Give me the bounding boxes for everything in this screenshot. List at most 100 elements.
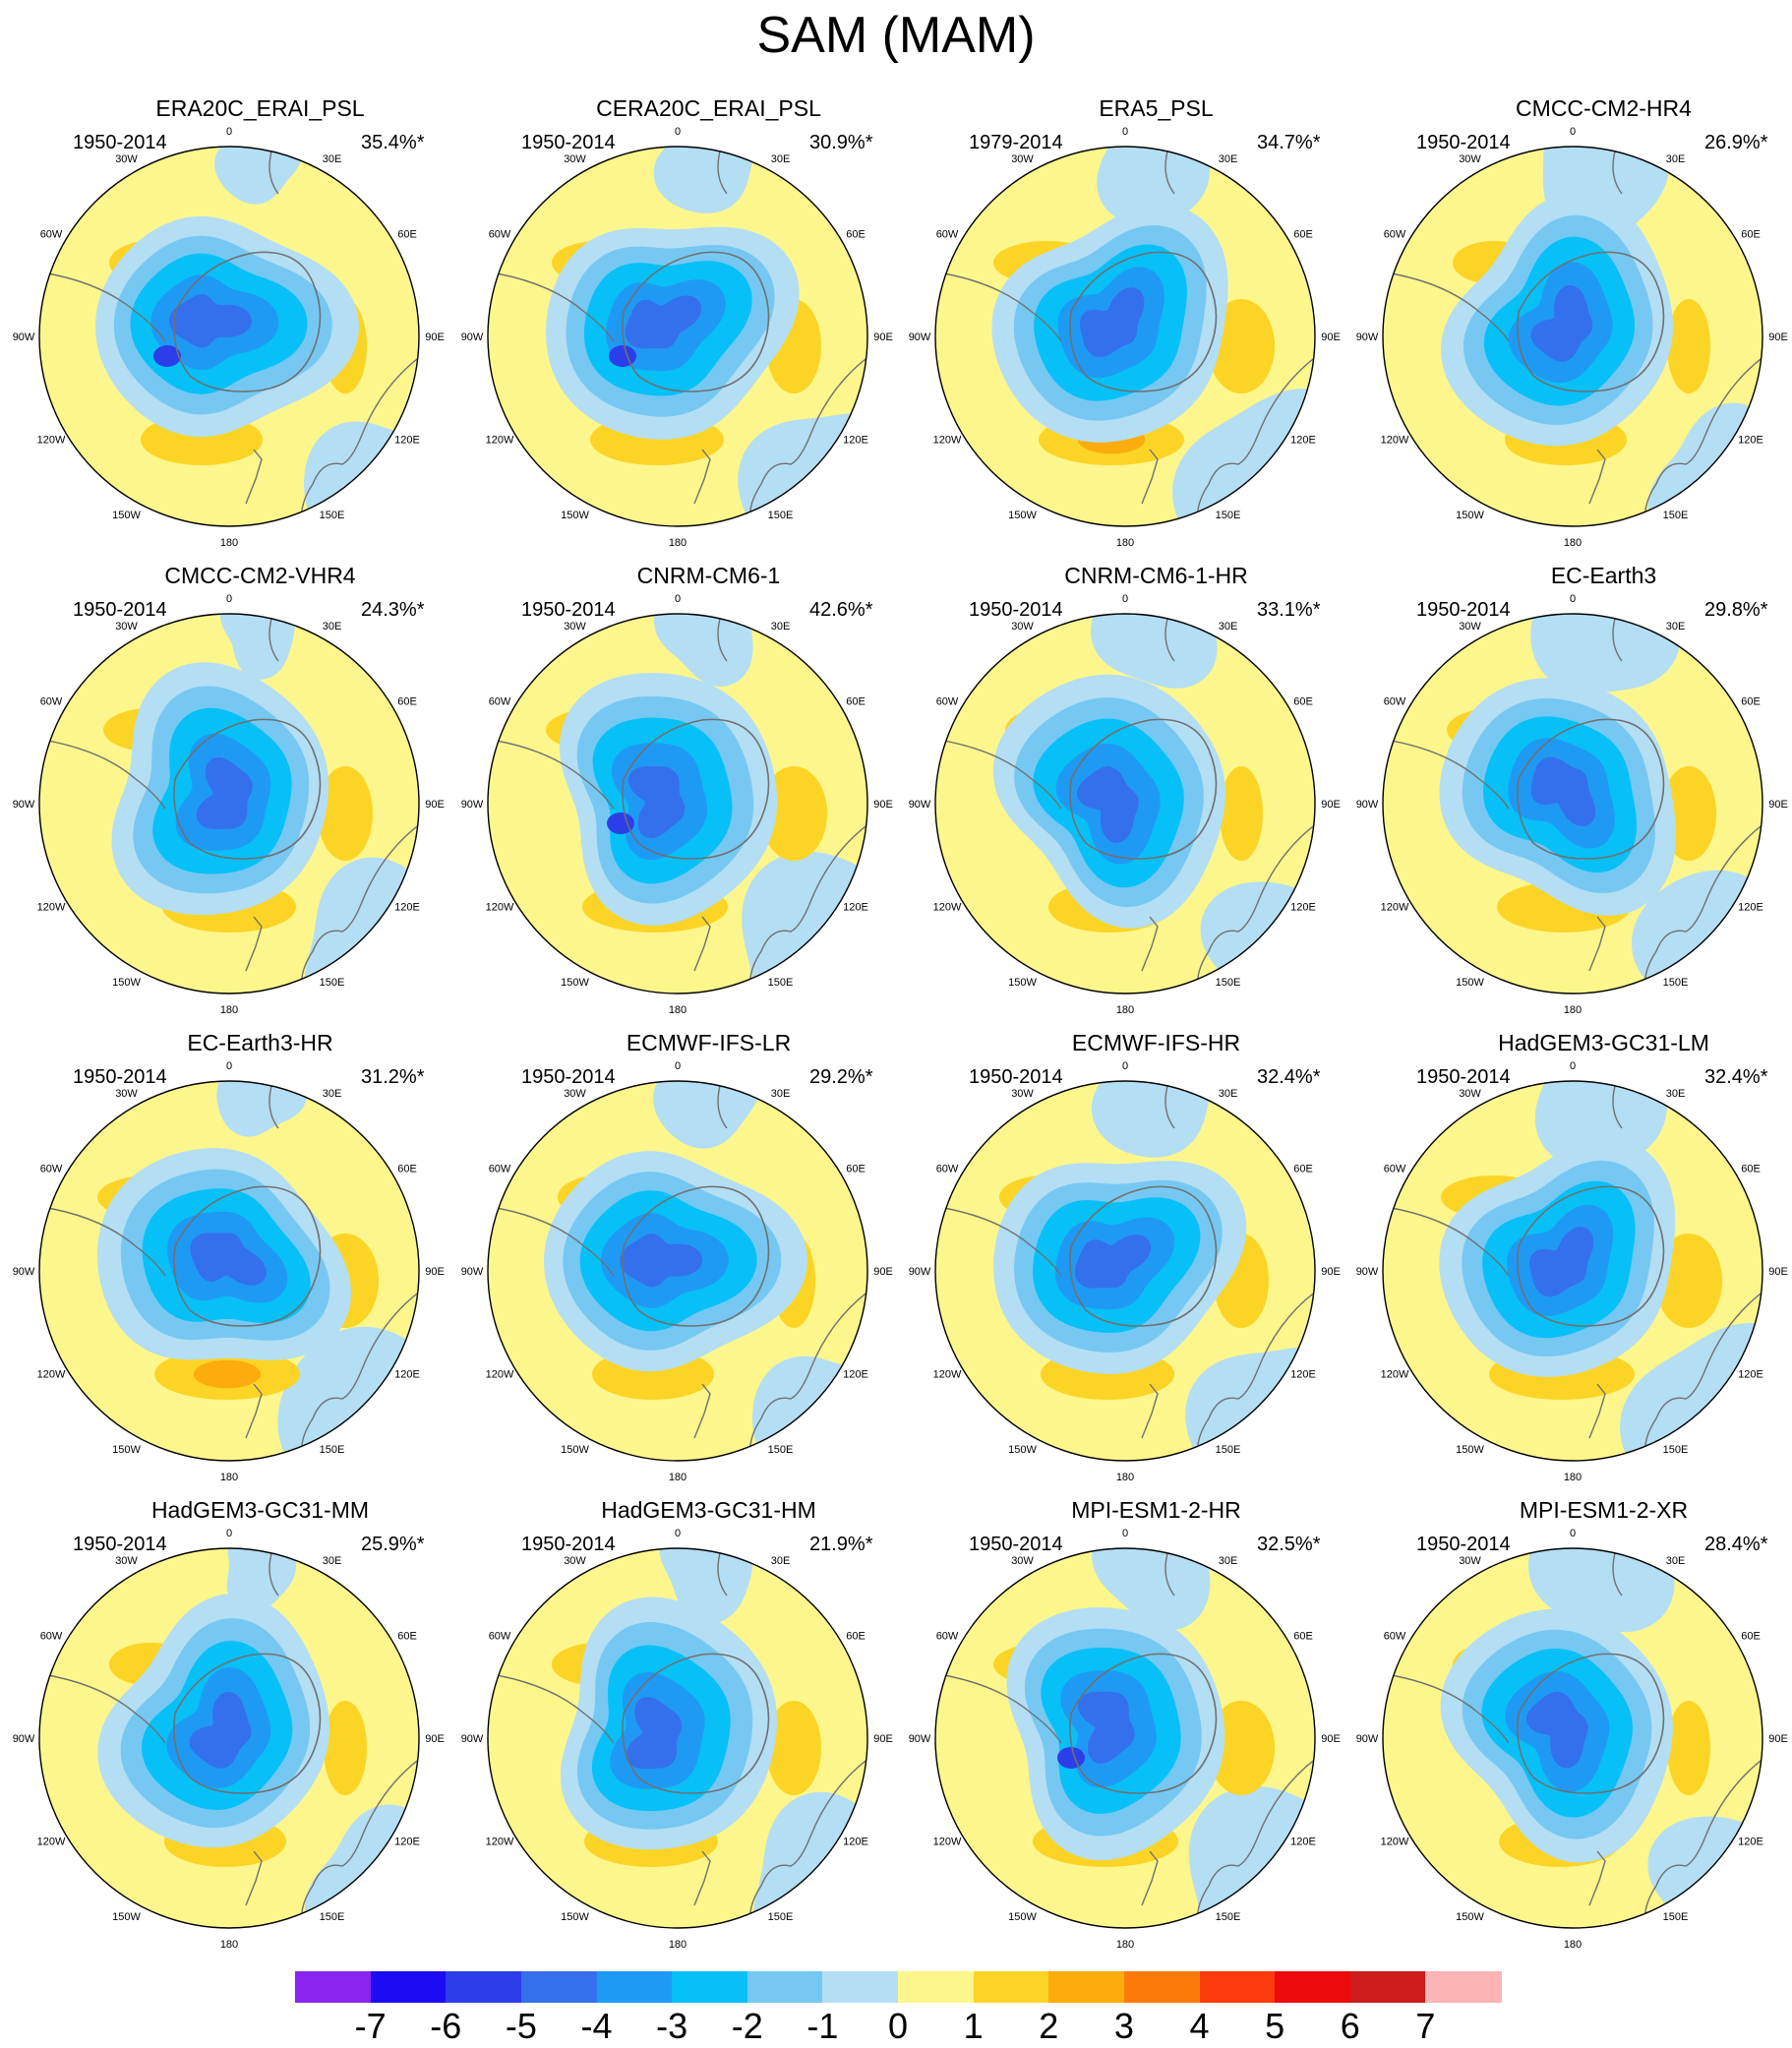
antarctica-coastline [1517, 1185, 1665, 1327]
longitude-label: 0 [226, 1060, 232, 1072]
map-panel: EC-Earth3-HR 1950-2014 31.2%* 0 30E 60E 90E 120… [13, 1028, 484, 1490]
map-panel: ECMWF-IFS-HR 1950-2014 32.4%* 0 30E 60E 90E 120… [909, 1028, 1380, 1490]
longitude-label: 30W [564, 153, 586, 165]
colorbar-swatch [520, 1971, 597, 2003]
longitude-label: 150E [1216, 1444, 1241, 1456]
positive-anomaly-lobe [318, 766, 373, 861]
longitude-label: 120E [1290, 1837, 1316, 1848]
antarctica-coastline [1517, 1653, 1665, 1794]
colorbar-swatch [370, 1971, 447, 2003]
longitude-label: 0 [226, 593, 232, 605]
longitude-label: 150E [320, 1444, 345, 1456]
australia-coastline [1643, 1290, 1762, 1461]
south-america-coastline [490, 1206, 615, 1277]
map-panel: MPI-ESM1-2-XR 1950-2014 28.4%* 0 30E 60E 90E 12… [1356, 1495, 1792, 1958]
south-america-coastline [490, 739, 615, 810]
negative-anomaly-contour [1077, 1691, 1135, 1764]
longitude-label: 180 [1564, 1472, 1582, 1483]
longitude-label: 90E [1321, 1733, 1341, 1745]
longitude-label: 150E [1216, 510, 1241, 521]
polar-map: 0 30E 60E 90E 120E 150E 180 150W 120W 90W 60W 30W [13, 126, 445, 549]
longitude-label: 30W [564, 621, 586, 632]
colorbar-tick-label: -1 [806, 2006, 839, 2046]
negative-anomaly-core [609, 345, 636, 367]
longitude-label: 90E [1321, 1266, 1341, 1278]
longitude-label: 180 [220, 537, 238, 549]
longitude-label: 180 [669, 537, 687, 549]
longitude-label: 60W [40, 1631, 63, 1643]
negative-anomaly-contour [1076, 766, 1139, 843]
longitude-label: 30E [1219, 153, 1238, 165]
longitude-label: 180 [1564, 1939, 1582, 1951]
negative-anomaly-contour [620, 1234, 703, 1288]
longitude-label: 60E [1293, 1164, 1313, 1175]
longitude-label: 120W [933, 902, 962, 914]
negative-anomaly-contour [1529, 1227, 1594, 1297]
colorbar-swatch [1123, 1971, 1200, 2003]
map-panel: ERA20C_ERAI_PSL 1950-2014 35.4%* 0 30E 60E 90E… [13, 93, 484, 556]
panel-title: HadGEM3-GC31-MM [150, 1497, 370, 1523]
map-boundary [38, 1547, 420, 1929]
panel-title: HadGEM3-GC31-LM [1498, 1030, 1709, 1055]
longitude-label: 30W [1011, 153, 1034, 165]
longitude-label: 120E [1290, 1369, 1316, 1381]
australia-coastline [1196, 822, 1315, 994]
longitude-label: 90E [1768, 1266, 1788, 1278]
polar-map: 0 30E 60E 90E 120E 150E 180 150W 120W 90W 60W 30W [461, 126, 893, 549]
antarctica-coastline [173, 251, 322, 392]
panel-title: CMCC-CM2-HR4 [1516, 95, 1692, 121]
colorbar-tick-label: 0 [887, 2006, 909, 2046]
negative-anomaly-contour [1530, 285, 1593, 362]
longitude-label: 90W [1356, 1266, 1379, 1278]
longitude-label: 150W [1456, 510, 1484, 521]
panel-period: 1950-2014 [521, 1066, 616, 1088]
map-boundary [1382, 613, 1763, 994]
panel-title: CERA20C_ERAI_PSL [596, 95, 821, 121]
new-zealand-coastline [693, 1850, 711, 1906]
longitude-label: 0 [675, 593, 681, 605]
australia-coastline [300, 1757, 419, 1928]
longitude-label: 90E [425, 1266, 445, 1278]
negative-anomaly-rim [1185, 1347, 1315, 1461]
polar-map: 0 30E 60E 90E 120E 150E 180 150W 120W 90W 60W 30W [909, 593, 1341, 1016]
map-boundary [934, 1547, 1316, 1929]
longitude-label: 120E [394, 1369, 420, 1381]
panel-title: EC-Earth3-HR [187, 1030, 333, 1055]
longitude-label: 0 [1570, 1528, 1576, 1539]
longitude-label: 90W [461, 1266, 484, 1278]
longitude-label: 60E [397, 696, 417, 708]
longitude-label: 30W [1459, 1088, 1481, 1100]
longitude-label: 30E [1666, 621, 1686, 632]
positive-anomaly-lobe [766, 1701, 821, 1795]
polar-map: 0 30E 60E 90E 120E 150E 180 150W 120W 90W 60W 30W [13, 1528, 445, 1951]
negative-anomaly-rim [1092, 1548, 1211, 1631]
longitude-label: 120E [1290, 902, 1316, 914]
longitude-label: 150W [112, 510, 141, 521]
panel-title: ECMWF-IFS-HR [1071, 1030, 1241, 1055]
negative-anomaly-rim [1527, 1548, 1675, 1633]
south-america-coastline [937, 739, 1062, 810]
longitude-label: 120E [394, 1837, 420, 1848]
longitude-label: 180 [220, 1472, 238, 1483]
map-panel: EC-Earth3 1950-2014 29.8%* 0 30E 60E 90E 120E 15… [1356, 561, 1792, 1023]
colorbar-tick-label: -2 [731, 2006, 763, 2046]
longitude-label: 60W [1384, 696, 1406, 708]
map-panel: CNRM-CM6-1 1950-2014 42.6%* 0 30E 60E 90E 120E 1… [461, 561, 932, 1023]
map-boundary [38, 146, 420, 527]
longitude-label: 150W [1008, 510, 1037, 521]
longitude-label: 90W [1356, 331, 1379, 343]
longitude-label: 120E [843, 1369, 868, 1381]
antarctica-coastline [1517, 718, 1665, 860]
longitude-label: 30W [1459, 153, 1481, 165]
colorbar-tick-label: -7 [354, 2006, 387, 2046]
new-zealand-coastline [693, 1383, 711, 1439]
longitude-label: 90E [1321, 331, 1341, 343]
panel-explained-variance: 30.9%* [809, 132, 873, 153]
longitude-label: 60W [1384, 229, 1406, 241]
longitude-label: 0 [675, 126, 681, 138]
map-boundary [934, 146, 1316, 527]
new-zealand-coastline [245, 449, 263, 505]
negative-anomaly-rim [226, 1548, 296, 1612]
figure-title: SAM (MAM) [756, 7, 1036, 64]
negative-anomaly-rim [1097, 147, 1211, 225]
